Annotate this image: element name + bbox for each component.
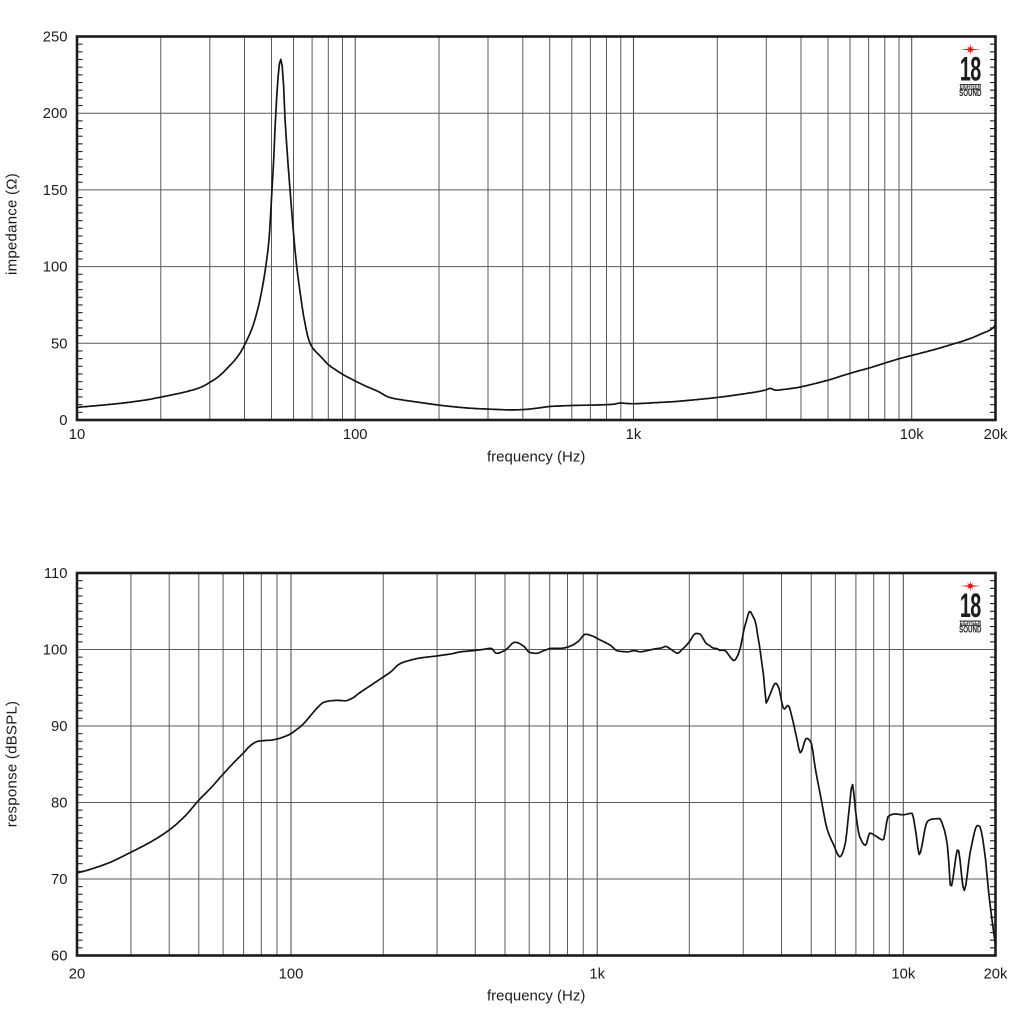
svg-text:10k: 10k: [891, 967, 915, 983]
svg-text:200: 200: [43, 106, 68, 122]
svg-text:0: 0: [59, 413, 67, 429]
svg-text:EIGHTEEN: EIGHTEEN: [960, 621, 981, 626]
svg-text:90: 90: [51, 719, 67, 735]
svg-text:10: 10: [69, 427, 85, 443]
svg-text:1k: 1k: [626, 427, 642, 443]
svg-text:18: 18: [960, 50, 981, 88]
svg-text:10k: 10k: [900, 427, 924, 443]
svg-text:SOUND: SOUND: [959, 624, 982, 635]
svg-text:20k: 20k: [984, 427, 1008, 443]
svg-text:60: 60: [51, 949, 67, 965]
svg-text:150: 150: [43, 183, 68, 199]
svg-text:EIGHTEEN: EIGHTEEN: [960, 84, 981, 89]
svg-text:impedance (Ω): impedance (Ω): [4, 173, 21, 275]
svg-text:frequency (Hz): frequency (Hz): [487, 988, 585, 1005]
svg-text:100: 100: [43, 260, 68, 276]
svg-text:frequency (Hz): frequency (Hz): [487, 449, 585, 466]
svg-text:80: 80: [51, 796, 67, 812]
svg-text:100: 100: [343, 427, 368, 443]
svg-text:100: 100: [279, 967, 304, 983]
svg-text:SOUND: SOUND: [959, 88, 982, 99]
svg-text:70: 70: [51, 872, 67, 888]
svg-text:50: 50: [51, 336, 67, 352]
svg-text:20k: 20k: [984, 967, 1008, 983]
svg-text:20: 20: [69, 967, 85, 983]
svg-text:1k: 1k: [589, 967, 605, 983]
svg-text:response (dBSPL): response (dBSPL): [4, 701, 21, 828]
svg-text:110: 110: [44, 566, 68, 582]
svg-text:100: 100: [43, 643, 68, 659]
svg-text:18: 18: [960, 587, 981, 625]
svg-text:250: 250: [43, 30, 68, 46]
